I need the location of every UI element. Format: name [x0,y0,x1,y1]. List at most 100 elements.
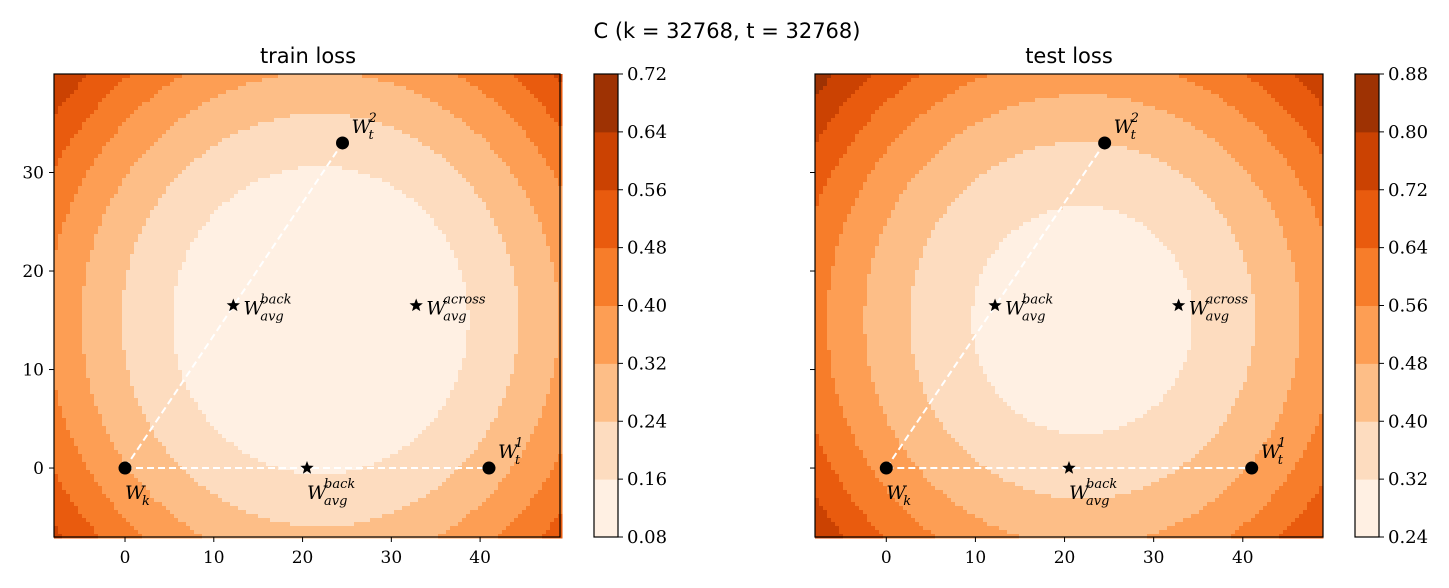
contour-cell [98,178,103,183]
contour-cell [418,134,423,139]
contour-cell [150,86,155,91]
contour-cell [118,98,123,103]
contour-cell [138,86,143,91]
contour-cell [206,102,211,107]
contour-cell [238,158,243,163]
contour-cell [230,138,235,143]
contour-cell [126,182,131,187]
contour-cell [486,198,491,203]
contour-cell [358,158,363,163]
contour-cell [426,158,431,163]
contour-cell [482,210,487,215]
contour-cell [170,82,175,87]
contour-cell [70,142,75,147]
contour-cell [430,90,435,95]
contour-cell [294,210,299,215]
contour-cell [486,118,491,123]
contour-cell [490,126,495,131]
contour-cell [242,178,247,183]
contour-cell [158,142,163,147]
contour-cell [182,226,187,231]
contour-cell [294,202,299,207]
contour-cell [62,202,67,207]
contour-cell [202,182,207,187]
contour-cell [154,114,159,119]
contour-cell [90,126,95,131]
contour-cell [90,114,95,119]
contour-cell [338,122,343,127]
contour-cell [106,86,111,91]
contour-cell [394,106,399,111]
contour-cell [530,74,535,79]
contour-cell [366,142,371,147]
contour-cell [266,90,271,95]
contour-cell [226,158,231,163]
contour-cell [194,226,199,231]
contour-cell [234,74,239,79]
contour-cell [242,162,247,167]
contour-cell [250,150,255,155]
contour-cell [534,98,539,103]
contour-cell [182,150,187,155]
contour-cell [302,174,307,179]
contour-cell [142,218,147,223]
contour-cell [278,222,283,227]
contour-cell [418,138,423,143]
contour-cell [494,158,499,163]
contour-cell [194,82,199,87]
contour-cell [78,194,83,199]
contour-cell [322,222,327,227]
contour-cell [170,222,175,227]
contour-cell [222,146,227,151]
contour-cell [438,74,443,79]
contour-cell [470,218,475,223]
contour-cell [430,222,435,227]
contour-cell [382,74,387,79]
contour-cell [94,86,99,91]
contour-cell [246,106,251,111]
contour-cell [58,174,63,179]
contour-cell [62,226,67,231]
contour-cell [102,102,107,107]
contour-cell [158,146,163,151]
contour-cell [550,178,555,183]
contour-cell [282,94,287,99]
contour-cell [142,198,147,203]
contour-cell [406,226,411,231]
contour-cell [114,94,119,99]
contour-cell [306,90,311,95]
contour-cell [202,118,207,123]
contour-cell [54,166,59,171]
contour-cell [434,166,439,171]
contour-cell [186,82,191,87]
contour-cell [530,158,535,163]
contour-cell [330,162,335,167]
contour-cell [62,150,67,155]
contour-cell [370,162,375,167]
contour-cell [422,190,427,195]
contour-cell [74,142,79,147]
contour-cell [226,110,231,115]
contour-cell [170,130,175,135]
contour-cell [550,222,555,227]
contour-cell [538,182,543,187]
contour-cell [402,110,407,115]
contour-cell [378,134,383,139]
contour-cell [406,198,411,203]
contour-cell [234,158,239,163]
contour-cell [118,134,123,139]
contour-cell [182,106,187,111]
contour-cell [526,90,531,95]
contour-cell [118,122,123,127]
contour-cell [322,154,327,159]
contour-cell [262,86,267,91]
contour-cell [210,230,215,235]
contour-cell [502,154,507,159]
contour-cell [98,158,103,163]
contour-cell [110,214,115,219]
contour-cell [238,114,243,119]
contour-cell [526,174,531,179]
contour-cell [146,198,151,203]
contour-cell [146,146,151,151]
contour-cell [214,98,219,103]
